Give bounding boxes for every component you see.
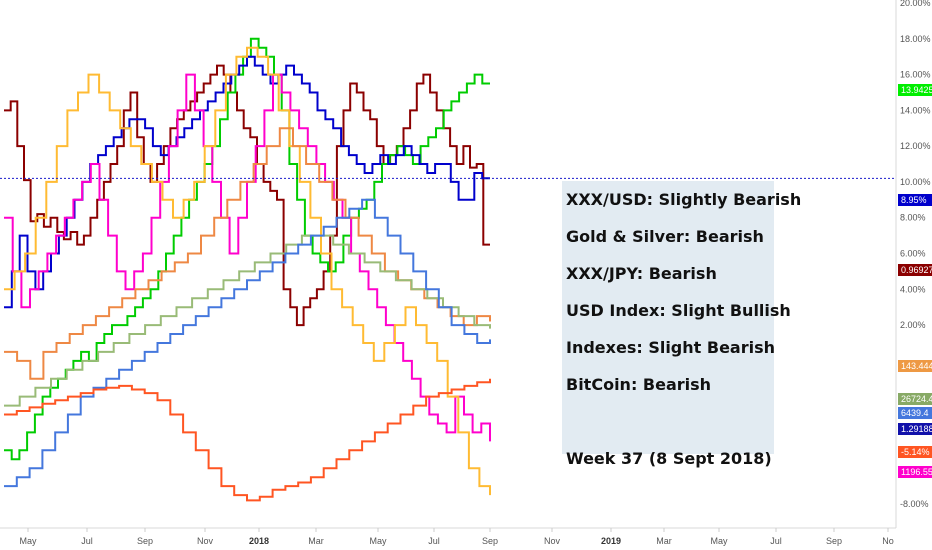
y-tick-label: 16.00% — [900, 70, 931, 80]
series-line — [4, 198, 491, 488]
price-tag-label: 143.444 — [901, 361, 932, 371]
annotation-line: Indexes: Slight Bearish — [566, 338, 775, 357]
y-tick-label: 12.00% — [900, 141, 931, 151]
price-tag-bg — [898, 393, 932, 405]
x-tick-label: Sep — [482, 536, 498, 546]
price-tag-bg — [898, 466, 932, 478]
series-line — [4, 46, 491, 496]
y-tick-label: 14.00% — [900, 105, 931, 115]
y-tick-label: 10.00% — [900, 177, 931, 187]
x-tick-label: Mar — [308, 536, 324, 546]
series-line — [4, 64, 490, 327]
y-tick-label: 6.00% — [900, 249, 926, 259]
x-tick-label: 2019 — [601, 536, 621, 546]
price-tag-label: 13.9425 — [901, 85, 932, 95]
price-tag-label: 6439.4 — [901, 408, 929, 418]
price-tag-label: -5.14% — [901, 447, 930, 457]
y-tick-label: 4.00% — [900, 284, 926, 294]
price-tag: 1.29188 — [898, 423, 932, 435]
price-tag-label: 1.29188 — [901, 424, 932, 434]
annotation-line: XXX/USD: Slightly Bearish — [566, 190, 802, 209]
price-tag-bg — [898, 84, 932, 96]
x-tick-label: Sep — [137, 536, 153, 546]
y-tick-label: 2.00% — [900, 320, 926, 330]
x-tick-label: 2018 — [249, 536, 269, 546]
x-tick-label: No — [882, 536, 894, 546]
annotation-line — [566, 412, 774, 449]
x-tick-label: May — [710, 536, 728, 546]
price-tag-label: 8.95% — [901, 195, 927, 205]
x-tick-label: May — [19, 536, 37, 546]
x-axis-ticks: May Jul Sep Nov 2018 Mar May Jul Sep Nov 2019 Mar Ma… — [19, 528, 894, 546]
price-tag-bg — [898, 423, 932, 435]
y-tick-label: 8.00% — [900, 213, 926, 223]
price-tag: -5.14% — [898, 446, 932, 458]
price-tag-bg — [898, 446, 932, 458]
price-tag-bg — [898, 264, 932, 276]
x-tick-label: May — [369, 536, 387, 546]
price-tags: 13.9425 8.95% 0.96927 143.444 26724.4 6439.4 1… — [898, 84, 932, 478]
market-outlook-annotation: XXX/USD: Slightly Bearish Gold & Silver:… — [562, 181, 802, 468]
annotation-line: USD Index: Slight Bullish — [566, 301, 791, 320]
series-line — [4, 234, 491, 407]
price-tag: 143.444 — [898, 360, 932, 372]
price-tag-bg — [898, 194, 932, 206]
x-tick-label: Jul — [428, 536, 440, 546]
price-tag: 6439.4 — [898, 407, 932, 419]
series-line — [4, 73, 491, 442]
x-tick-label: Mar — [656, 536, 672, 546]
price-tag-bg — [898, 407, 932, 419]
series-line — [4, 127, 491, 380]
price-tag-bg — [898, 360, 932, 372]
x-tick-label: Nov — [197, 536, 214, 546]
annotation-line: XXX/JPY: Bearish — [566, 264, 717, 283]
price-tag: 26724.4 — [898, 393, 932, 405]
annotation-line: Week 37 (8 Sept 2018) — [566, 449, 772, 468]
price-tag-label: 0.96927 — [901, 265, 932, 275]
series-lines — [4, 37, 491, 502]
price-tag: 0.96927 — [898, 264, 932, 276]
y-tick-label: 20.00% — [900, 0, 931, 8]
x-tick-label: Sep — [826, 536, 842, 546]
annotation-line: BitCoin: Bearish — [566, 375, 712, 394]
y-axis-ticks: 20.00% 18.00% 16.00% 14.00% 12.00% 10.00% 8.00… — [900, 0, 931, 509]
annotation-line: Gold & Silver: Bearish — [566, 227, 764, 246]
y-tick-label: -8.00% — [900, 499, 929, 509]
series-line — [4, 378, 491, 502]
price-tag: 8.95% — [898, 194, 932, 206]
x-tick-label: Jul — [81, 536, 93, 546]
price-tag: 1196.556 — [898, 466, 932, 478]
price-tag-label: 26724.4 — [901, 394, 932, 404]
x-tick-label: Nov — [544, 536, 561, 546]
price-tag: 13.9425 — [898, 84, 932, 96]
price-tag-label: 1196.556 — [901, 467, 932, 477]
y-tick-label: 18.00% — [900, 34, 931, 44]
x-tick-label: Jul — [770, 536, 782, 546]
